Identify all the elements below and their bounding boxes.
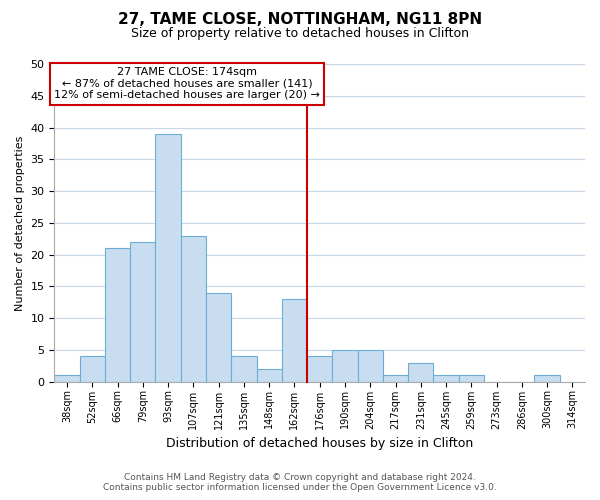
Bar <box>206 292 231 382</box>
Bar <box>80 356 105 382</box>
Text: Contains HM Land Registry data © Crown copyright and database right 2024.
Contai: Contains HM Land Registry data © Crown c… <box>103 473 497 492</box>
X-axis label: Distribution of detached houses by size in Clifton: Distribution of detached houses by size … <box>166 437 473 450</box>
Bar <box>55 376 80 382</box>
Bar <box>130 242 155 382</box>
Text: 27 TAME CLOSE: 174sqm
← 87% of detached houses are smaller (141)
12% of semi-det: 27 TAME CLOSE: 174sqm ← 87% of detached … <box>54 67 320 100</box>
Text: 27, TAME CLOSE, NOTTINGHAM, NG11 8PN: 27, TAME CLOSE, NOTTINGHAM, NG11 8PN <box>118 12 482 28</box>
Text: Size of property relative to detached houses in Clifton: Size of property relative to detached ho… <box>131 28 469 40</box>
Bar <box>307 356 332 382</box>
Bar <box>105 248 130 382</box>
Bar <box>408 362 433 382</box>
Bar <box>231 356 257 382</box>
Y-axis label: Number of detached properties: Number of detached properties <box>15 135 25 310</box>
Bar <box>383 376 408 382</box>
Bar <box>358 350 383 382</box>
Bar <box>282 299 307 382</box>
Bar <box>257 369 282 382</box>
Bar <box>332 350 358 382</box>
Bar <box>433 376 458 382</box>
Bar <box>458 376 484 382</box>
Bar <box>535 376 560 382</box>
Bar <box>155 134 181 382</box>
Bar <box>181 236 206 382</box>
